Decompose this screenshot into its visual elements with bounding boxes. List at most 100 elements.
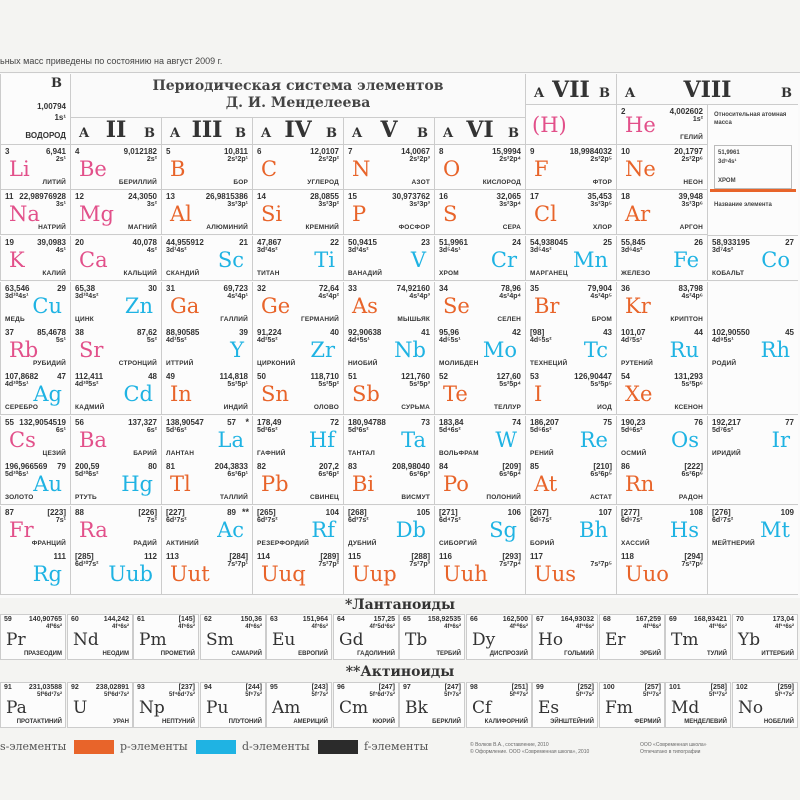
legend-d-label: d-элементы xyxy=(242,740,310,753)
element-cell-hs: 108 [277] 6d⁶7s² Hs ХАССИЙ xyxy=(616,506,707,551)
element-config: 7s² xyxy=(146,517,157,524)
title-line-2: Д. И. Менделеева xyxy=(225,95,371,111)
element-symbol: Md xyxy=(671,698,700,718)
element-mass: [210] xyxy=(593,462,612,471)
atomic-number: 31 xyxy=(166,284,175,293)
element-config: 3s²3p¹ xyxy=(227,201,248,208)
element-mass: 231,03588 xyxy=(28,684,62,691)
subgroup-a-label: A xyxy=(261,126,272,141)
element-name: КАДМИЙ xyxy=(75,404,105,411)
element-symbol: Sr xyxy=(79,338,104,362)
element-mass: 10,811 xyxy=(223,147,248,156)
element-name: РАДИЙ xyxy=(133,540,157,547)
element-mass: 14,0067 xyxy=(401,147,430,156)
element-cell-gd: 64 157,25 4f⁷5d¹6s² Gd ГАДОЛИНИЙ xyxy=(333,614,399,660)
element-name: РТУТЬ xyxy=(75,494,97,501)
element-name: ГЕЛИЙ xyxy=(680,134,703,141)
element-name: ИТТЕРБИЙ xyxy=(761,651,794,657)
element-mass: 118,710 xyxy=(310,372,339,381)
atomic-number: 82 xyxy=(257,462,266,471)
element-name: ЦИНК xyxy=(75,316,94,323)
element-config: 4d¹5s² xyxy=(166,337,187,344)
element-symbol: Br xyxy=(534,294,560,318)
legend-underline xyxy=(710,189,796,192)
element-cell-as: 33 74,92160 4s²4p³ As МЫШЬЯК xyxy=(343,282,434,327)
element-name: КСЕНОН xyxy=(674,404,703,411)
element-symbol: La xyxy=(217,428,244,452)
element-cell-pu: 94 [244] 5f⁶7s² Pu ПЛУТОНИЙ xyxy=(200,682,266,728)
element-cell-ru: 44 101,07 4d⁷5s¹ Ru РУТЕНИЙ xyxy=(616,326,707,371)
element-cell-co: 27 58,933195 3d⁷4s² Co КОБАЛЬТ xyxy=(707,236,798,281)
element-mass: 192,217 xyxy=(712,418,741,427)
element-name: ЭЙНШТЕЙНИЙ xyxy=(550,719,594,725)
element-cell-f: 9 18,9984032 2s²2p⁵ F ФТОР xyxy=(525,145,616,190)
element-config: 4f⁷6s² xyxy=(311,624,328,630)
atomic-number: 76 xyxy=(694,418,703,427)
element-cell-cf: 98 [251] 5f¹⁰7s² Cf КАЛИФОРНИЙ xyxy=(466,682,532,728)
element-name: ЦЕЗИЙ xyxy=(42,450,66,457)
element-cell-sb: 51 121,760 5s²5p³ Sb СУРЬМА xyxy=(343,370,434,415)
group-numeral: VI xyxy=(466,117,494,143)
element-config: 4f¹⁴6s² xyxy=(775,624,794,630)
element-mass: [277] xyxy=(621,508,640,517)
element-mass: [294] xyxy=(684,552,703,561)
imprint-line: © Оформление. ООО «Современная школа», 2… xyxy=(470,749,590,755)
element-symbol: Rg xyxy=(32,562,62,586)
element-symbol: Ba xyxy=(79,428,107,452)
element-symbol: Uuo xyxy=(625,562,669,586)
element-config: 6d¹⁰7s² xyxy=(75,561,99,568)
element-mass: 58,933195 xyxy=(712,238,750,247)
title-line-1: Периодическая система элементов xyxy=(152,78,444,94)
group-header-3: A IV B xyxy=(252,117,343,145)
element-symbol: Ar xyxy=(625,202,651,226)
imprint-line: Отпечатано в типографии xyxy=(640,749,701,755)
element-config: 4s¹ xyxy=(55,247,66,254)
element-mass: 173,04 xyxy=(772,616,794,623)
element-name: МЕДЬ xyxy=(5,316,25,323)
element-cell-sg: 106 [271] 6d⁴7s² Sg СИБОРГИЙ xyxy=(434,506,525,551)
element-symbol: Be xyxy=(79,157,107,181)
imprint-left: © Волков В.А., составление, 2010 © Оформ… xyxy=(470,742,589,756)
element-config: 3s² xyxy=(146,201,157,208)
element-symbol: Li xyxy=(9,157,30,181)
element-symbol: Tl xyxy=(170,472,191,496)
element-name: СИБОРГИЙ xyxy=(439,540,478,547)
element-mass: 144,242 xyxy=(103,616,129,623)
element-symbol: Mn xyxy=(572,248,608,272)
element-config: 3s²3p³ xyxy=(409,201,430,208)
element-config: 5s²5p² xyxy=(318,381,339,388)
element-mass: [288] xyxy=(411,552,430,561)
element-symbol: (H) xyxy=(532,113,567,137)
element-mass: 107,8682 xyxy=(5,372,39,381)
element-mass: 183,84 xyxy=(439,418,464,427)
element-config: 4f¹²6s² xyxy=(642,624,661,630)
element-name: КАЛИЙ xyxy=(42,270,66,277)
series-marker: ** xyxy=(241,507,249,517)
element-symbol: Uus xyxy=(534,562,576,586)
element-cell-s: 16 32,065 3s²3p⁴ S СЕРА xyxy=(434,190,525,235)
element-cell-c: 6 12,0107 2s²2p² C УГЛЕРОД xyxy=(252,145,343,190)
atomic-number: 64 xyxy=(337,616,345,623)
element-mass: 238,02891 xyxy=(95,684,129,691)
element-name: НИОБИЙ xyxy=(348,360,378,367)
atomic-number: 16 xyxy=(439,192,448,201)
element-config: 5s²5p⁴ xyxy=(499,381,521,388)
element-cell-o: 8 15,9994 2s²2p⁴ O КИСЛОРОД xyxy=(434,145,525,190)
element-cell-nd: 60 144,242 4f⁴6s² Nd НЕОДИМ xyxy=(67,614,133,660)
element-cell-tb: 65 158,92535 4f⁹6s² Tb ТЕРБИЙ xyxy=(399,614,465,660)
element-mass: 54,938045 xyxy=(530,238,568,247)
element-name: КОБАЛЬТ xyxy=(712,270,745,277)
element-name: ЛИТИЙ xyxy=(42,179,66,186)
element-name: ХРОМ xyxy=(439,270,459,277)
element-symbol: Ge xyxy=(261,294,291,318)
atomic-number: 2 xyxy=(621,107,626,116)
element-mass: 83,798 xyxy=(678,284,703,293)
element-config: 6s²6p⁵ xyxy=(590,471,612,478)
element-config: 4f⁵6s² xyxy=(178,624,195,630)
element-mass: 121,760 xyxy=(401,372,430,381)
element-cell-ga: 31 69,723 4s²4p¹ Ga ГАЛЛИЙ xyxy=(161,282,252,327)
element-symbol: No xyxy=(738,698,764,718)
atomic-number: 56 xyxy=(75,418,84,427)
element-config: 5d⁷6s² xyxy=(712,427,734,434)
element-mass: 112,411 xyxy=(75,372,104,381)
